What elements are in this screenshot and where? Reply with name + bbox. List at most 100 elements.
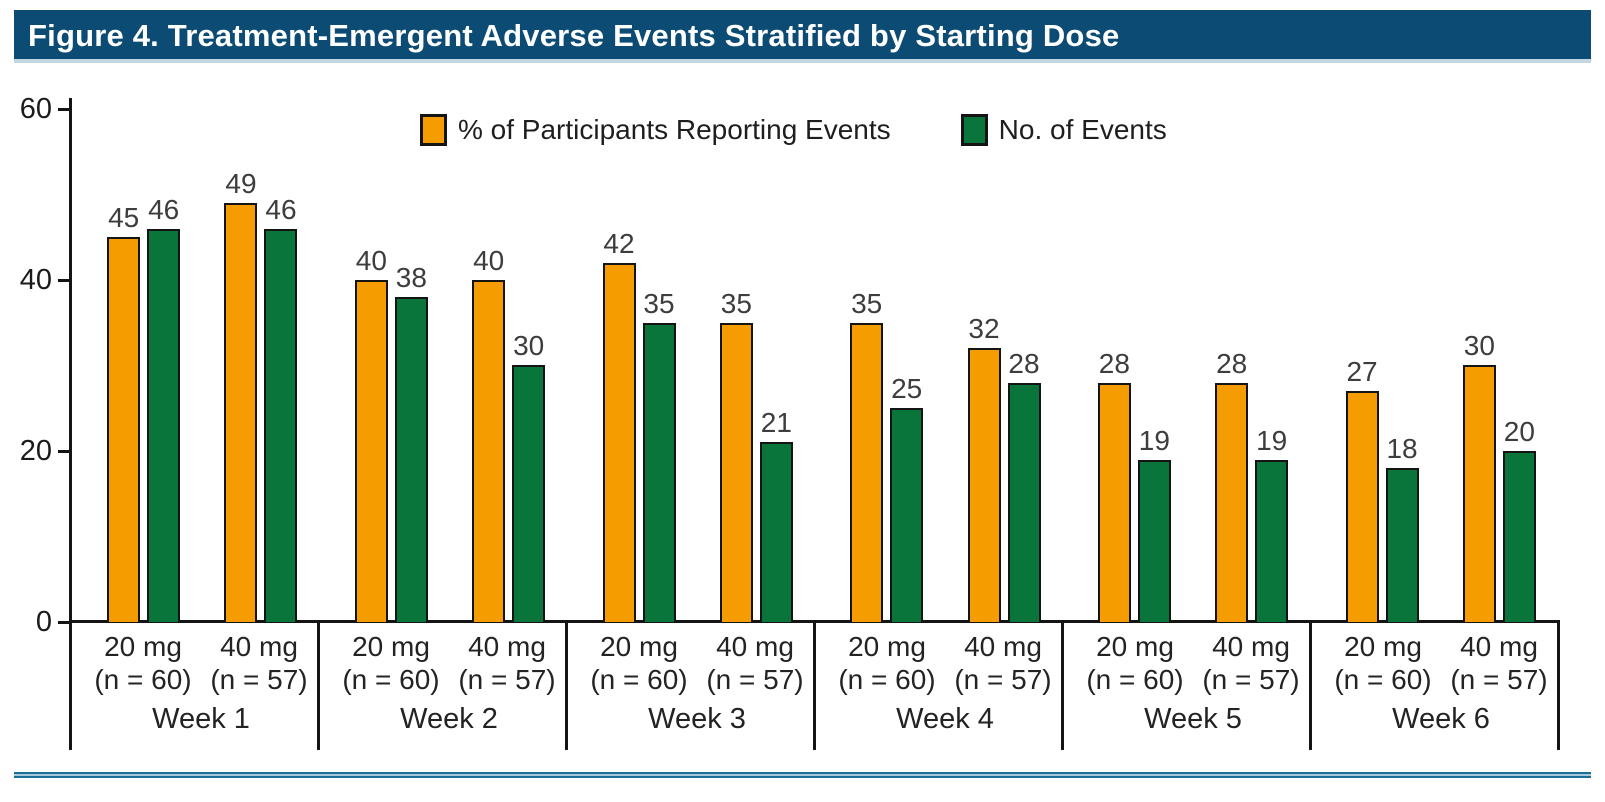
dose-name: 20 mg [352,631,430,662]
bar-value-label: 40 [473,245,505,276]
bar-value-label: 35 [720,288,752,319]
bar-value-label: 35 [851,288,883,319]
dose-pair: 49 46 [202,168,319,622]
legend-item-pct: % of Participants Reporting Events [420,114,891,146]
dose-name: 40 mg [1460,631,1538,662]
bar-pct: 40 [472,245,506,622]
bar-pct: 32 [967,313,1001,622]
dose-label: 40 mg (n = 57) [945,630,1061,696]
bar-value-label: 49 [225,168,257,199]
dose-label: 20 mg (n = 60) [829,630,945,696]
dose-n-count: (n = 57) [1450,664,1548,695]
y-tick [58,449,70,453]
bar-value-label: 40 [355,245,387,276]
bar-events: 19 [1137,425,1171,622]
dose-n-count: (n = 57) [210,664,308,695]
dose-label: 40 mg (n = 57) [449,630,565,696]
dose-name: 40 mg [468,631,546,662]
bar-events: 38 [394,262,428,622]
dose-name: 40 mg [716,631,794,662]
dose-n-count: (n = 60) [838,664,936,695]
bar-pct: 35 [850,288,884,622]
bar-pct: 28 [1215,348,1249,622]
y-tick-label: 40 [19,264,52,296]
week-group-bars: 27 18 30 20 [1310,100,1558,622]
bar-value-label: 35 [643,288,675,319]
bar-value-label: 42 [603,228,635,259]
dose-row: 20 mg (n = 60) 40 mg (n = 57) [1325,630,1557,696]
legend-label-events: No. of Events [998,114,1167,145]
bar-value-label: 30 [1463,330,1495,361]
week-label-cell: 20 mg (n = 60) 40 mg (n = 57) Week 5 [1064,623,1312,750]
week-group-bars: 45 46 49 46 [72,100,320,622]
dose-n-count: (n = 57) [458,664,556,695]
bar-value-label: 45 [108,202,140,233]
bars-region: 45 46 49 46 40 38 40 30 42 35 35 21 35 25 32 28 28 19 28 19… [72,100,1558,622]
dose-name: 40 mg [964,631,1042,662]
dose-row: 20 mg (n = 60) 40 mg (n = 57) [333,630,565,696]
bar-pct: 40 [354,245,388,622]
y-tick-label: 60 [19,93,52,125]
bar-value-label: 20 [1503,416,1535,447]
week-group-bars: 42 35 35 21 [567,100,815,622]
figure-title: Figure 4. Treatment-Emergent Adverse Eve… [28,18,1120,53]
week-label-cell: 20 mg (n = 60) 40 mg (n = 57) Week 2 [320,623,568,750]
dose-label: 20 mg (n = 60) [333,630,449,696]
y-axis-line [69,98,72,750]
week-label: Week 2 [400,703,498,735]
y-tick [58,107,70,111]
bar-pct: 45 [107,202,141,622]
bar-pct: 30 [1462,330,1496,622]
bar-value-label: 28 [1216,348,1248,379]
dose-name: 40 mg [1212,631,1290,662]
dose-label: 40 mg (n = 57) [201,630,317,696]
y-tick [58,620,70,624]
dose-pair: 40 38 [333,245,450,622]
bar-value-label: 46 [148,194,180,225]
dose-label: 40 mg (n = 57) [1193,630,1309,696]
week-label-cell: 20 mg (n = 60) 40 mg (n = 57) Week 4 [816,623,1064,750]
bar-value-label: 28 [1008,348,1040,379]
dose-label: 40 mg (n = 57) [1441,630,1557,696]
dose-name: 20 mg [848,631,926,662]
bar-events: 19 [1255,425,1289,622]
week-label: Week 3 [648,703,746,735]
bar-value-label: 46 [265,194,297,225]
week-label: Week 4 [896,703,994,735]
dose-n-count: (n = 60) [1334,664,1432,695]
dose-row: 20 mg (n = 60) 40 mg (n = 57) [1077,630,1309,696]
bar-value-label: 18 [1386,433,1418,464]
bar-value-label: 19 [1138,425,1170,456]
bar-events: 25 [890,373,924,622]
bar-value-label: 38 [395,262,427,293]
dose-name: 20 mg [1096,631,1174,662]
dose-pair: 42 35 [580,228,697,622]
bar-pct: 42 [602,228,636,622]
dose-n-count: (n = 57) [954,664,1052,695]
y-tick-label: 0 [35,606,52,638]
week-label: Week 5 [1144,703,1242,735]
dose-pair: 27 18 [1323,356,1440,622]
dose-pair: 28 19 [1076,348,1193,622]
dose-n-count: (n = 57) [1202,664,1300,695]
legend-swatch-events [960,114,988,146]
bar-events: 46 [147,194,181,622]
dose-n-count: (n = 60) [590,664,688,695]
bar-pct: 28 [1097,348,1131,622]
legend-swatch-pct [420,114,447,146]
dose-pair: 32 28 [945,313,1062,622]
dose-n-count: (n = 60) [342,664,440,695]
bar-pct: 35 [719,288,753,622]
x-axis-line [71,620,1560,623]
dose-row: 20 mg (n = 60) 40 mg (n = 57) [581,630,813,696]
bar-value-label: 25 [891,373,923,404]
dose-n-count: (n = 60) [1086,664,1184,695]
y-tick-label: 20 [19,435,52,467]
bar-pct: 49 [224,168,258,622]
week-group-bars: 40 38 40 30 [320,100,568,622]
dose-n-count: (n = 57) [706,664,804,695]
week-label: Week 6 [1392,703,1490,735]
dose-pair: 35 25 [828,288,945,622]
week-label-cell: 20 mg (n = 60) 40 mg (n = 57) Week 3 [568,623,816,750]
bar-events: 30 [512,330,546,622]
